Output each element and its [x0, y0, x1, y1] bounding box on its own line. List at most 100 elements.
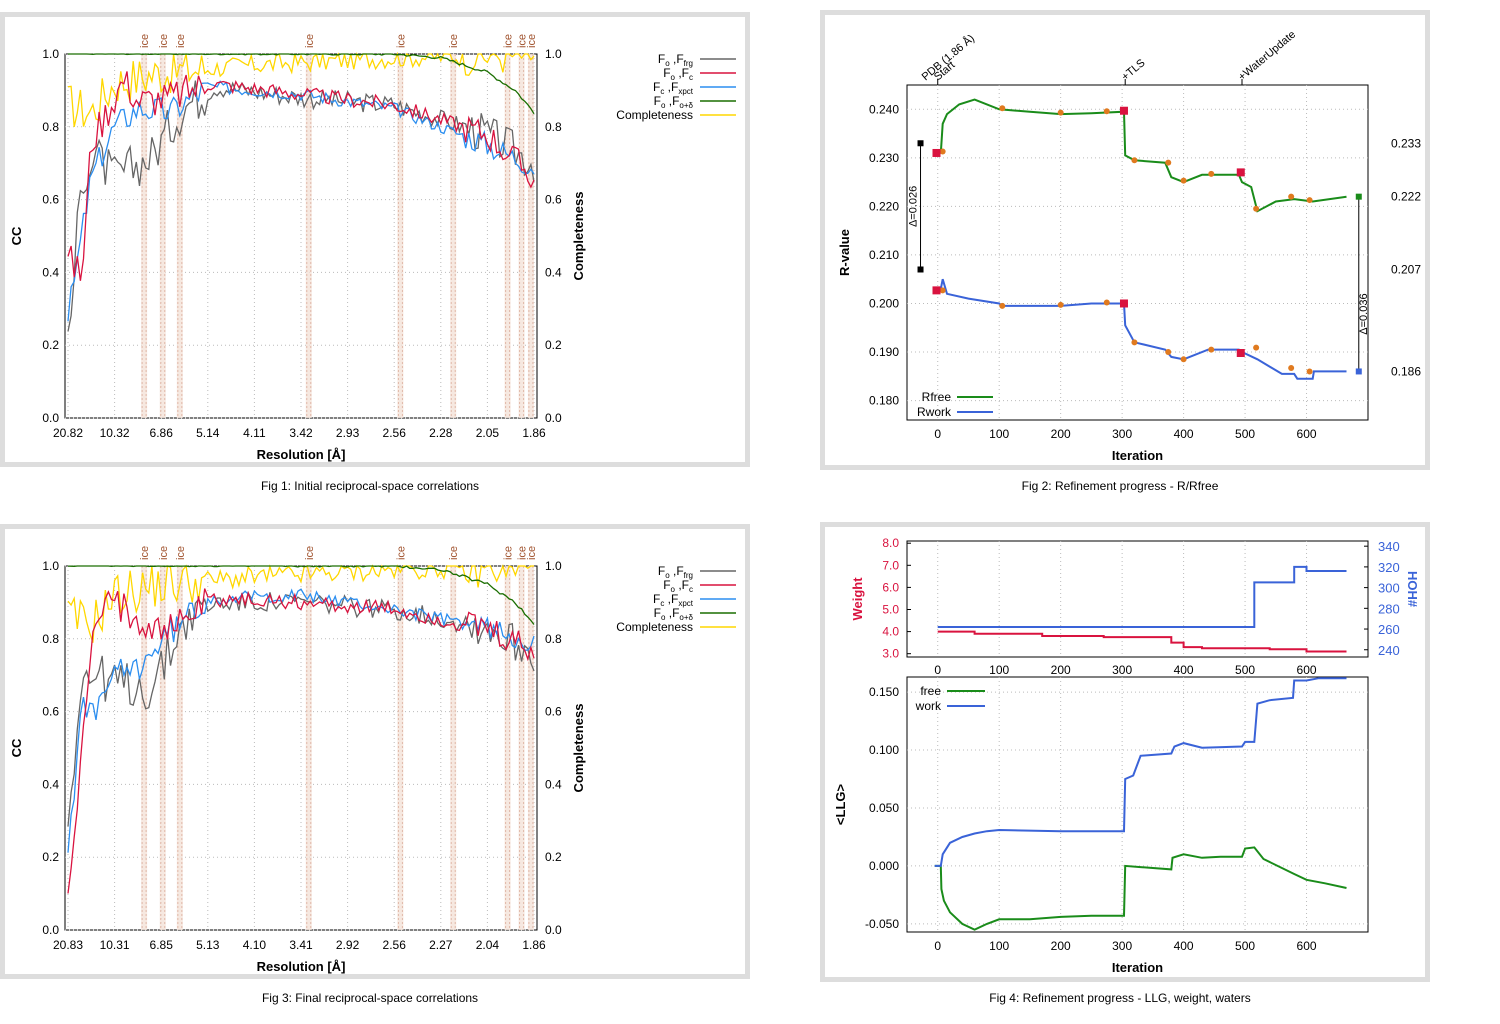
ice-label: ice — [526, 34, 538, 48]
y2-axis-label: Completeness — [571, 192, 586, 281]
x-tick-label: 10.32 — [100, 426, 130, 440]
refinement-marker — [1057, 301, 1064, 308]
weight-line — [937, 630, 1347, 653]
y2-axis-label: Completeness — [571, 704, 586, 793]
legend-label: Fo ,Ffrg — [658, 564, 693, 580]
x-tick-label: 2.04 — [476, 938, 500, 952]
refinement-marker — [1131, 339, 1138, 346]
stage-marker — [932, 286, 941, 295]
series-line-completeness — [67, 51, 535, 128]
llg-work-line — [934, 677, 1347, 867]
x-tick-label: 5.13 — [196, 938, 220, 952]
ice-label: ice — [448, 34, 460, 48]
x-tick-label: 3.41 — [289, 938, 313, 952]
y2-tick-label: 0.2 — [545, 850, 562, 864]
y-tick-label: 0.6 — [42, 705, 59, 719]
refinement-marker — [1103, 299, 1110, 306]
legend-label: Fo ,Fo+δ — [654, 606, 694, 622]
top-plot-frame — [906, 540, 1369, 658]
refinement-marker — [1306, 197, 1313, 204]
fig4-caption: Fig 4: Refinement progress - LLG, weight… — [989, 991, 1251, 1005]
hoh-axis-label: HOH# — [1405, 571, 1420, 608]
legend-label-work: work — [915, 699, 942, 713]
right-value-label: 0.186 — [1391, 364, 1421, 378]
fig4-panel: 0 100 200 300 400 500 600 3.0 4.0 5.0 6.0 7.0 8.0 240… — [820, 522, 1430, 982]
ice-band — [159, 54, 166, 418]
refinement-marker — [939, 148, 946, 155]
y2-tick-label: 0.2 — [545, 338, 562, 352]
y-tick-label: 0.220 — [869, 199, 899, 213]
ice-band — [504, 566, 511, 930]
x-tick-label: 2.92 — [336, 938, 360, 952]
fig3-chart: 0.0 0.0 0.2 0.2 0.4 0.4 0.6 0.6 0.8 0.8 1.0 1.0 20.8… — [9, 546, 736, 974]
x-tick-label: 6.85 — [150, 938, 174, 952]
x-tick-label: 1.86 — [522, 426, 546, 440]
x-tick-label: 2.56 — [383, 426, 407, 440]
top-x-tick-label: 200 — [1051, 663, 1071, 677]
ice-band — [141, 566, 148, 930]
llg-free-line — [934, 846, 1347, 931]
refinement-marker — [1057, 109, 1064, 116]
x-tick-label: 500 — [1235, 427, 1255, 441]
fig1-chart: 0.0 0.0 0.2 0.2 0.4 0.4 0.6 0.6 0.8 0.8 1.0 1.0 20.8… — [9, 34, 736, 462]
legend-label: Fo ,Fo+δ — [654, 94, 694, 110]
ice-label: ice — [139, 546, 151, 560]
legend-label-rwork: Rwork — [917, 405, 952, 419]
ice-label: ice — [175, 546, 187, 560]
x-tick-label: 2.93 — [336, 426, 360, 440]
llg-axis-label: <LLG> — [833, 784, 848, 826]
legend-label-free: free — [920, 684, 941, 698]
bottom-x-tick-label: 400 — [1174, 939, 1194, 953]
y2-tick-label: 0.6 — [545, 705, 562, 719]
ice-band — [527, 566, 534, 930]
delta-left-label: Δ=0.026 — [908, 186, 920, 227]
bottom-x-tick-label: 300 — [1112, 939, 1132, 953]
llg-tick-label: 0.050 — [869, 801, 899, 815]
x-tick-label: 6.86 — [150, 426, 174, 440]
legend-label: Fc ,Fxpct — [653, 80, 694, 96]
y2-tick-label: 0.8 — [545, 120, 562, 134]
delta-right-label: Δ=0.036 — [1358, 293, 1370, 334]
refinement-marker — [939, 287, 946, 294]
llg-tick-label: -0.050 — [865, 917, 899, 931]
ice-label: ice — [158, 34, 170, 48]
top-x-tick-label: 0 — [934, 663, 941, 677]
ice-band — [450, 54, 457, 418]
legend-label: Completeness — [616, 620, 693, 634]
x-tick-label: 2.28 — [429, 426, 453, 440]
x-axis-label: Resolution [Å] — [257, 959, 346, 974]
top-x-tick-label: 600 — [1297, 663, 1317, 677]
legend-label: Completeness — [616, 108, 693, 122]
hoh-tick-label: 320 — [1378, 560, 1400, 575]
ice-band — [305, 566, 312, 930]
x-tick-label: 2.27 — [429, 938, 453, 952]
x-tick-label: 400 — [1174, 427, 1194, 441]
bottom-x-tick-label: 500 — [1235, 939, 1255, 953]
x-tick-label: 20.82 — [53, 426, 83, 440]
y-tick-label: 0.2 — [42, 338, 59, 352]
refinement-marker — [1208, 170, 1215, 177]
hoh-tick-label: 240 — [1378, 643, 1400, 658]
y-axis-label: R-value — [837, 229, 852, 276]
ice-label: ice — [448, 546, 460, 560]
weight-tick-label: 3.0 — [882, 647, 899, 661]
legend-label: Fo ,Ffrg — [658, 52, 693, 68]
series-line-fo_ffrg — [67, 80, 535, 332]
ice-band — [527, 54, 534, 418]
x-tick-label: 2.05 — [476, 426, 500, 440]
y-axis-label: CC — [9, 738, 24, 757]
y-tick-label: 0.0 — [42, 923, 59, 937]
end-marker-rfree — [1355, 193, 1362, 200]
y2-tick-label: 0.0 — [545, 923, 562, 937]
series-line-fo_fc — [67, 588, 535, 894]
fig2-panel: 0 100 200 300 400 500 600 0.180 0.190 0.200 0.210 0… — [820, 10, 1430, 470]
y-tick-label: 0.200 — [869, 296, 899, 310]
refinement-marker — [1131, 157, 1138, 164]
refinement-marker — [1103, 108, 1110, 115]
series-line-fo_fc — [67, 71, 535, 281]
y-tick-label: 0.4 — [42, 777, 59, 791]
refinement-marker — [999, 302, 1006, 309]
series-line-fo_ffrg — [67, 591, 535, 827]
x-tick-label: 3.42 — [289, 426, 313, 440]
stage-marker — [1236, 349, 1245, 357]
